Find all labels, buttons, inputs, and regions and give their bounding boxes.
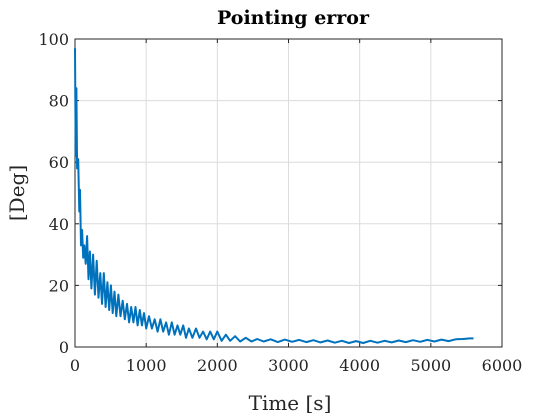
x-axis-label: Time [s]: [249, 391, 332, 415]
pointing-error-line: [74, 48, 474, 344]
y-tick-label: 100: [38, 30, 69, 49]
y-tick-label: 80: [49, 92, 69, 111]
x-tick-label: 4000: [339, 356, 380, 375]
x-tick-label: 6000: [482, 356, 523, 375]
axis-ticks: 0 1000 2000 3000 4000 5000 6000 0 20 40 60 80 100: [38, 30, 522, 375]
y-axis-label: [Deg]: [5, 165, 29, 221]
grid: [74, 38, 503, 348]
x-tick-label: 0: [70, 356, 80, 375]
x-tick-label: 2000: [197, 356, 238, 375]
chart-title: Pointing error: [217, 7, 370, 29]
y-tick-label: 40: [49, 215, 69, 234]
y-tick-label: 60: [49, 153, 69, 172]
x-tick-label: 5000: [410, 356, 451, 375]
x-tick-label: 1000: [126, 356, 167, 375]
series-group: [74, 48, 474, 344]
x-tick-label: 3000: [268, 356, 309, 375]
y-tick-label: 0: [59, 338, 69, 357]
y-tick-label: 20: [49, 276, 69, 295]
